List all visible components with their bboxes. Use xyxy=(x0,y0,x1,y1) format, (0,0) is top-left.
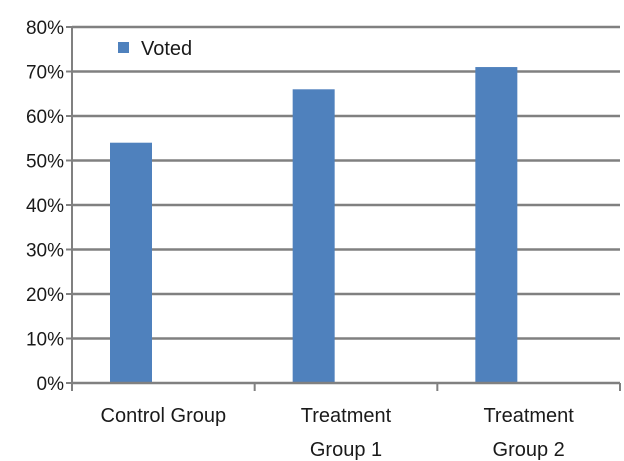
x-axis-category-label: Control Group xyxy=(101,405,227,427)
y-axis-tick-labels: 0% 10% 20% 30% 40% 50% 60% 70% 80% xyxy=(26,18,64,395)
legend-label-voted: Voted xyxy=(141,38,192,60)
bar-1 xyxy=(110,142,152,383)
y-axis-tick-label: 50% xyxy=(26,152,64,173)
legend: Voted xyxy=(118,38,192,60)
y-axis-tick-label: 0% xyxy=(37,374,65,395)
bar-3 xyxy=(475,67,518,384)
gridlines xyxy=(66,25,620,384)
legend-swatch-voted xyxy=(118,42,129,53)
bar-2 xyxy=(292,89,335,384)
y-axis-tick-label: 40% xyxy=(26,196,64,217)
y-axis-tick-label: 30% xyxy=(26,241,64,262)
y-axis-tick-label: 20% xyxy=(26,285,64,306)
x-axis-category-label: Treatment xyxy=(301,405,392,427)
bars xyxy=(110,67,518,384)
y-axis-tick-label: 80% xyxy=(26,18,64,39)
x-axis-category-label: Group 1 xyxy=(310,439,382,461)
y-axis-tick-label: 10% xyxy=(26,330,64,351)
x-axis-category-label: Group 2 xyxy=(493,439,565,461)
y-axis-tick-label: 70% xyxy=(26,63,64,84)
x-axis xyxy=(71,27,621,391)
x-axis-category-label: Treatment xyxy=(483,405,574,427)
x-axis-category-labels: Control Group Treatment Group 1 Treatment Gr… xyxy=(101,405,575,461)
y-axis-tick-label: 60% xyxy=(26,107,64,128)
